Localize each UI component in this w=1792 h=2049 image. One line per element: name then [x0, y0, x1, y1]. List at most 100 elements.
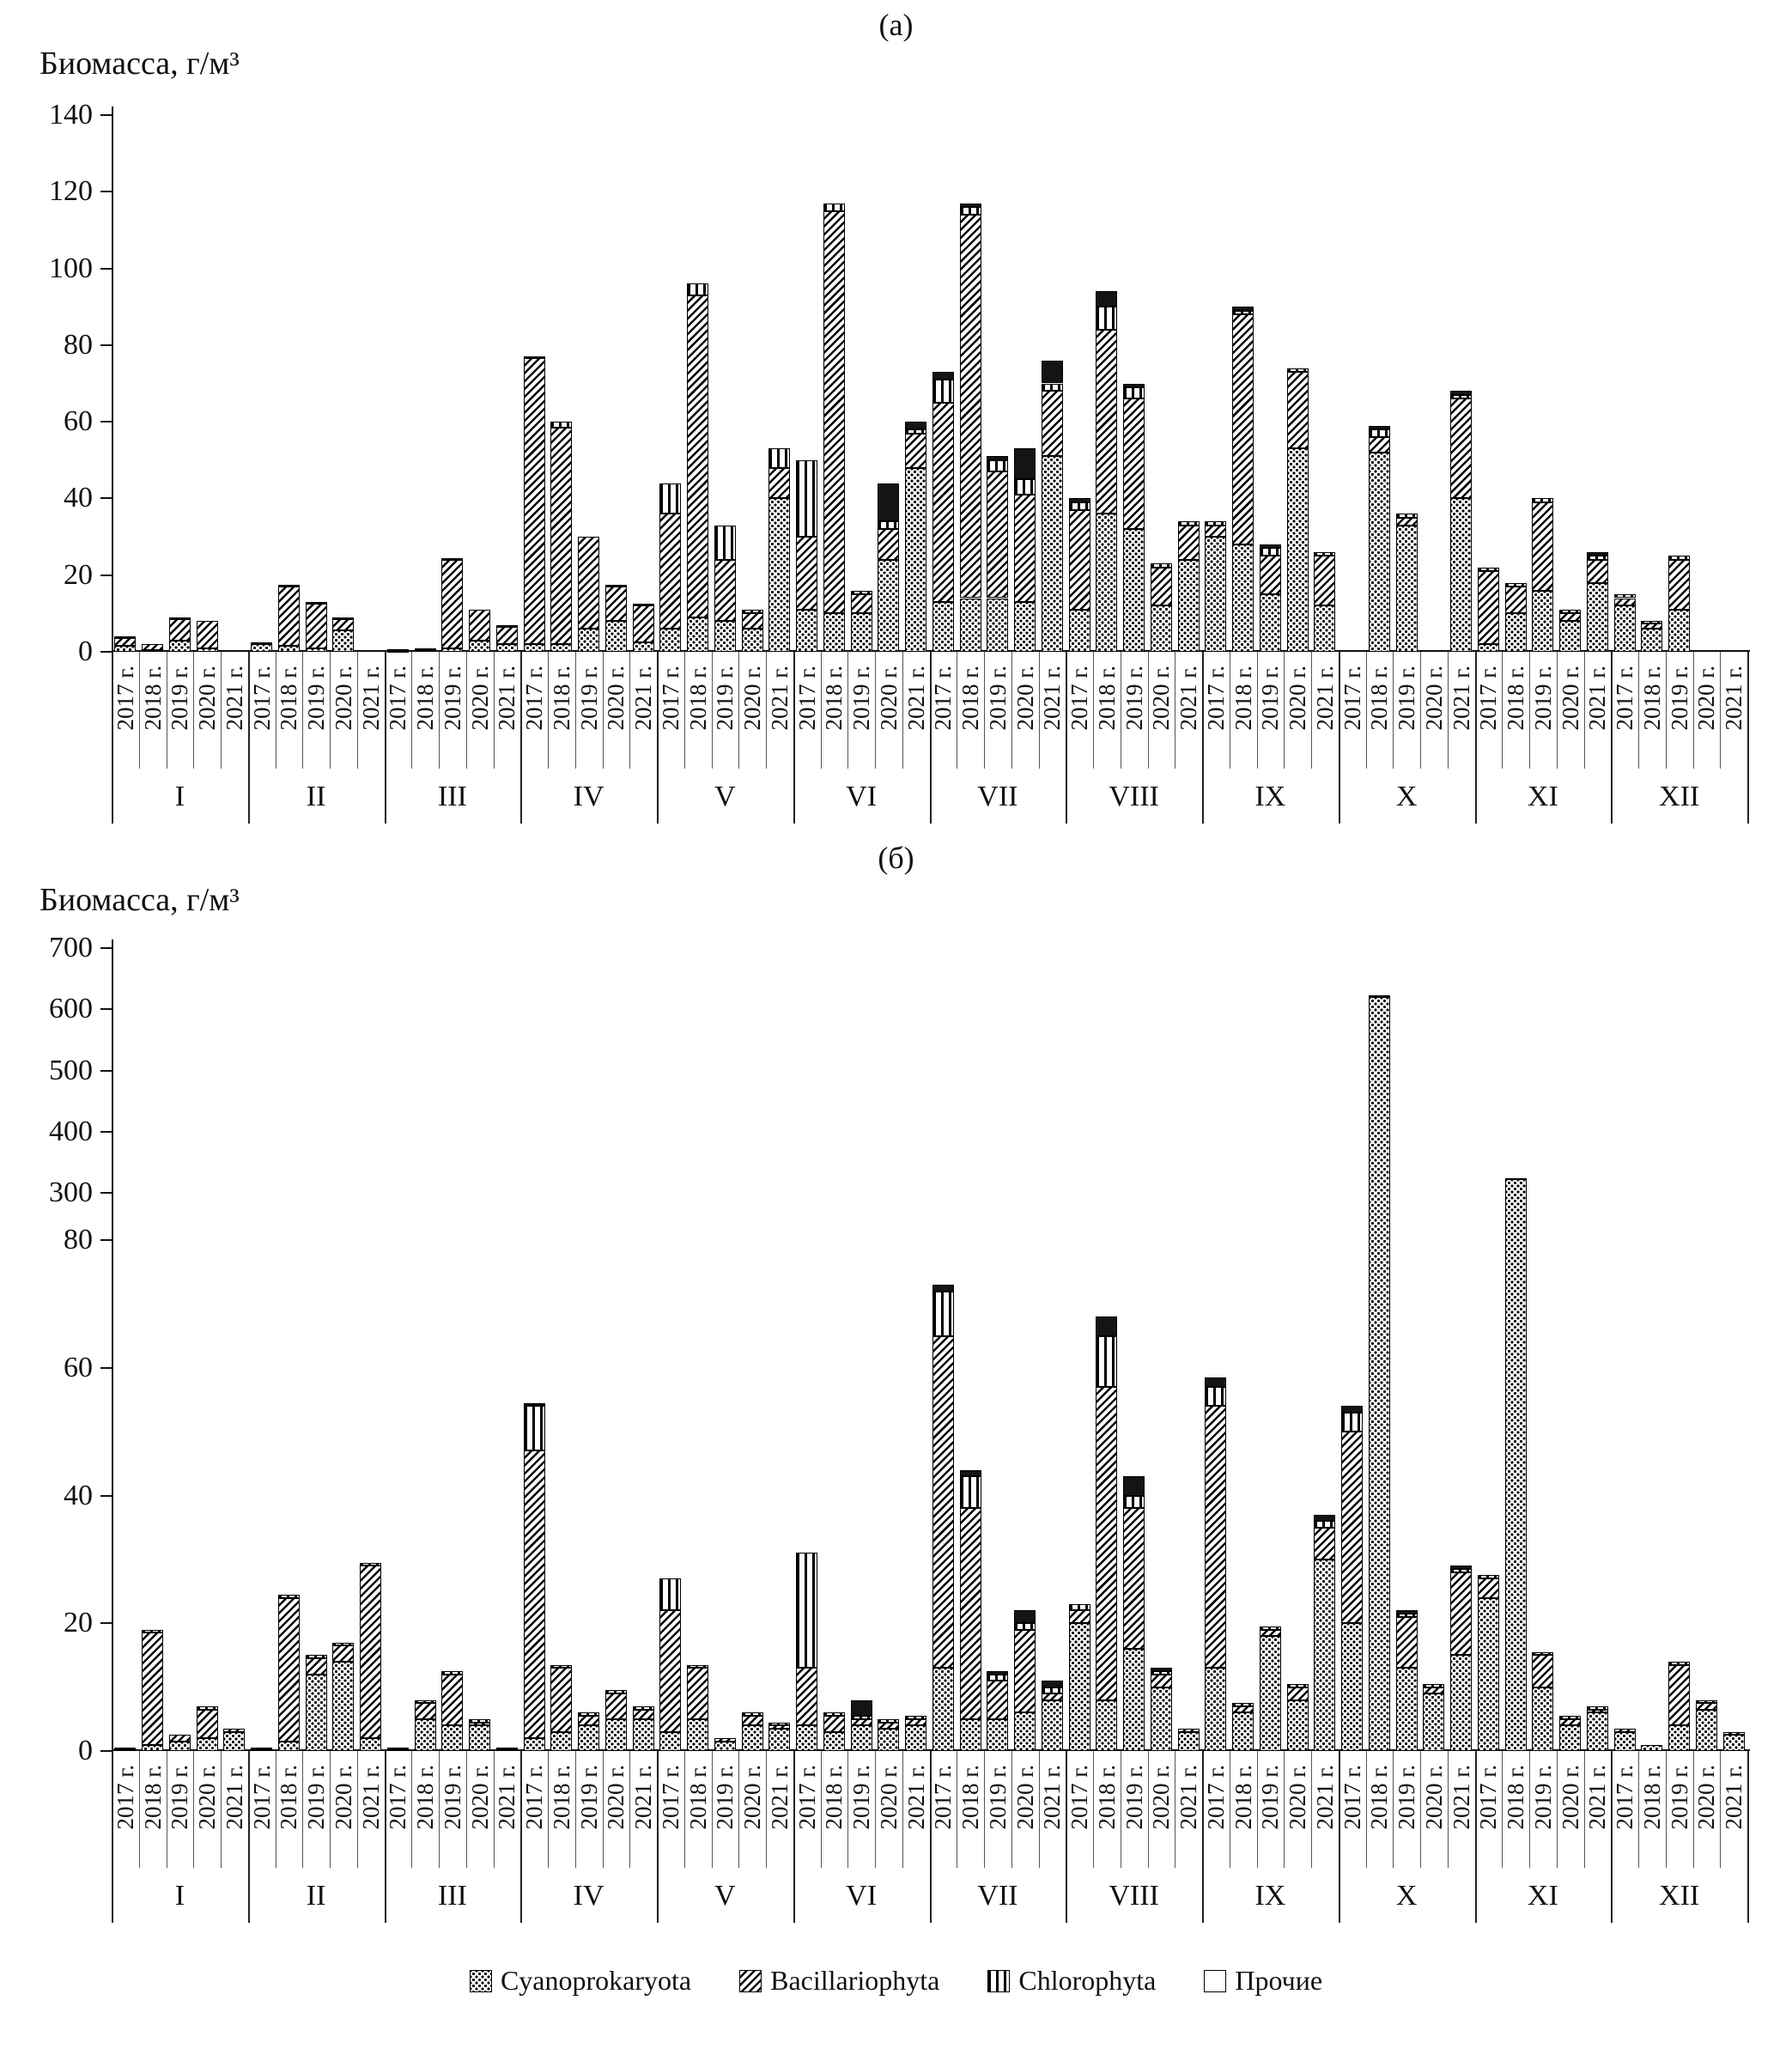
bar-segment-bacillariophyta	[251, 1748, 273, 1750]
x-year-label: 2017 г.	[1066, 1765, 1093, 1830]
chart-b-y-axis-title: Биомасса, г/м³	[39, 882, 240, 918]
y-tick-label: 0	[78, 635, 93, 667]
bar-segment-cyanoprokaryota	[578, 1725, 600, 1751]
x-year-label: 2020 г.	[330, 666, 356, 731]
y-tick-mark	[100, 574, 112, 576]
bar-segment-chlorophyta	[1559, 609, 1582, 614]
bar-segment-chlorophyta	[196, 1705, 218, 1710]
bar-segment-bacillariophyta	[878, 529, 900, 560]
bar-segment-chlorophyta	[1177, 521, 1200, 526]
x-year-label: 2017 г.	[385, 666, 411, 731]
bar-segment-bacillariophyta	[223, 1728, 246, 1732]
bar-segment-bacillariophyta	[1423, 1687, 1445, 1694]
x-year-label: 2021 г.	[1311, 666, 1338, 731]
x-year-label: 2019 г.	[712, 1765, 738, 1830]
year-separator-line	[1147, 1751, 1149, 1868]
y-tick-label: 500	[49, 1054, 93, 1086]
bar-segment-прочие	[1068, 498, 1090, 502]
bar-segment-chlorophyta	[1232, 1703, 1254, 1706]
bar-segment-chlorophyta	[1014, 1623, 1036, 1630]
bar-segment-chlorophyta	[1668, 556, 1691, 560]
x-year-label: 2020 г.	[1420, 666, 1447, 731]
bar-segment-bacillariophyta	[196, 621, 218, 648]
x-year-label: 2019 г.	[1529, 1765, 1556, 1830]
bar-segment-cyanoprokaryota	[878, 559, 900, 652]
bar-segment-bacillariophyta	[1722, 1731, 1745, 1736]
year-separator-line	[1502, 652, 1503, 769]
x-year-label: 2021 г.	[1311, 1765, 1338, 1830]
x-year-label: 2018 г.	[1638, 1765, 1665, 1830]
x-year-label: 2017 г.	[248, 1765, 275, 1830]
year-separator-line	[1529, 652, 1530, 769]
year-separator-line	[574, 1751, 576, 1868]
x-year-label: 2017 г.	[1475, 666, 1502, 731]
bar-segment-bacillariophyta	[386, 1748, 409, 1750]
bar-segment-bacillariophyta	[1395, 517, 1418, 526]
bar-segment-chlorophyta	[1668, 1661, 1691, 1665]
bar-segment-chlorophyta	[987, 1674, 1009, 1681]
bar-segment-cyanoprokaryota	[741, 1725, 763, 1751]
bar-segment-cyanoprokaryota	[523, 1738, 545, 1751]
x-year-label: 2018 г.	[412, 666, 439, 731]
bar-segment-chlorophyta	[1477, 567, 1499, 572]
x-year-label: 2020 г.	[1148, 1765, 1175, 1830]
x-year-label: 2019 г.	[303, 666, 330, 731]
bar-segment-chlorophyta	[1150, 563, 1172, 568]
bar-segment-прочие	[1014, 1610, 1036, 1624]
legend-item-cyanoprokaryota: Cyanoprokaryota	[469, 1965, 691, 1997]
bar-segment-cyanoprokaryota	[823, 613, 845, 652]
x-year-label: 2020 г.	[1011, 1765, 1038, 1830]
x-year-label: 2019 г.	[575, 666, 602, 731]
y-tick-label: 100	[49, 252, 93, 284]
bar-segment-chlorophyta	[168, 617, 191, 620]
bar-segment-bacillariophyta	[1259, 556, 1281, 595]
bar-segment-cyanoprokaryota	[905, 1725, 927, 1751]
bar-segment-bacillariophyta	[1613, 598, 1636, 606]
x-year-label: 2020 г.	[1148, 666, 1175, 731]
year-separator-line	[330, 1751, 331, 1868]
bar-segment-chlorophyta	[523, 356, 545, 359]
bar-segment-bacillariophyta	[1259, 1629, 1281, 1637]
bar-segment-cyanoprokaryota	[1232, 1712, 1254, 1751]
bar-segment-прочие	[1232, 307, 1254, 311]
x-year-label: 2020 г.	[1011, 666, 1038, 731]
bar-segment-bacillariophyta	[604, 587, 627, 622]
bar-segment-chlorophyta	[1286, 368, 1309, 373]
bar-segment-chlorophyta	[1504, 582, 1527, 587]
x-year-label: 2017 г.	[385, 1765, 411, 1830]
x-year-label: 2021 г.	[221, 1765, 247, 1830]
year-separator-line	[1256, 1751, 1258, 1868]
bar-segment-bacillariophyta	[1504, 587, 1527, 614]
x-year-label: 2017 г.	[1475, 1765, 1502, 1830]
year-separator-line	[1720, 1751, 1722, 1868]
year-separator-line	[574, 652, 576, 769]
x-year-label: 2018 г.	[276, 666, 302, 731]
bar-segment-cyanoprokaryota	[768, 498, 791, 652]
year-separator-line	[1638, 1751, 1639, 1868]
bar-segment-cyanoprokaryota	[1014, 601, 1036, 652]
month-group-separator-line	[1611, 652, 1613, 824]
x-year-label: 2020 г.	[194, 666, 221, 731]
year-separator-line	[711, 652, 713, 769]
bar-segment-cyanoprokaryota	[1014, 1712, 1036, 1751]
bar-segment-chlorophyta	[1586, 556, 1608, 560]
bar-segment-cyanoprokaryota	[1532, 590, 1554, 652]
x-month-label: XI	[1527, 1880, 1558, 1912]
year-separator-line	[1011, 1751, 1012, 1868]
bar-segment-bacillariophyta	[196, 1709, 218, 1739]
bar-segment-cyanoprokaryota	[251, 644, 273, 652]
y-tick-mark	[100, 497, 112, 500]
bar-segment-прочие	[1395, 1610, 1418, 1614]
bar-segment-bacillariophyta	[1096, 1387, 1118, 1700]
bar-segment-cyanoprokaryota	[1341, 1623, 1364, 1751]
x-year-label: 2017 г.	[793, 666, 820, 731]
bar-segment-bacillariophyta	[277, 1597, 300, 1742]
chart-legend: Cyanoprokaryota Bacillariophyta Chlorophyt…	[0, 1965, 1792, 1997]
solid-pattern-swatch-icon	[1204, 1969, 1227, 1992]
x-month-label: X	[1395, 781, 1418, 812]
bar-segment-bacillariophyta	[823, 1716, 845, 1732]
bar-segment-bacillariophyta	[850, 1718, 872, 1726]
bar-segment-прочие	[1259, 544, 1281, 549]
bar-segment-chlorophyta	[1286, 1683, 1309, 1687]
x-year-label: 2018 г.	[684, 1765, 711, 1830]
